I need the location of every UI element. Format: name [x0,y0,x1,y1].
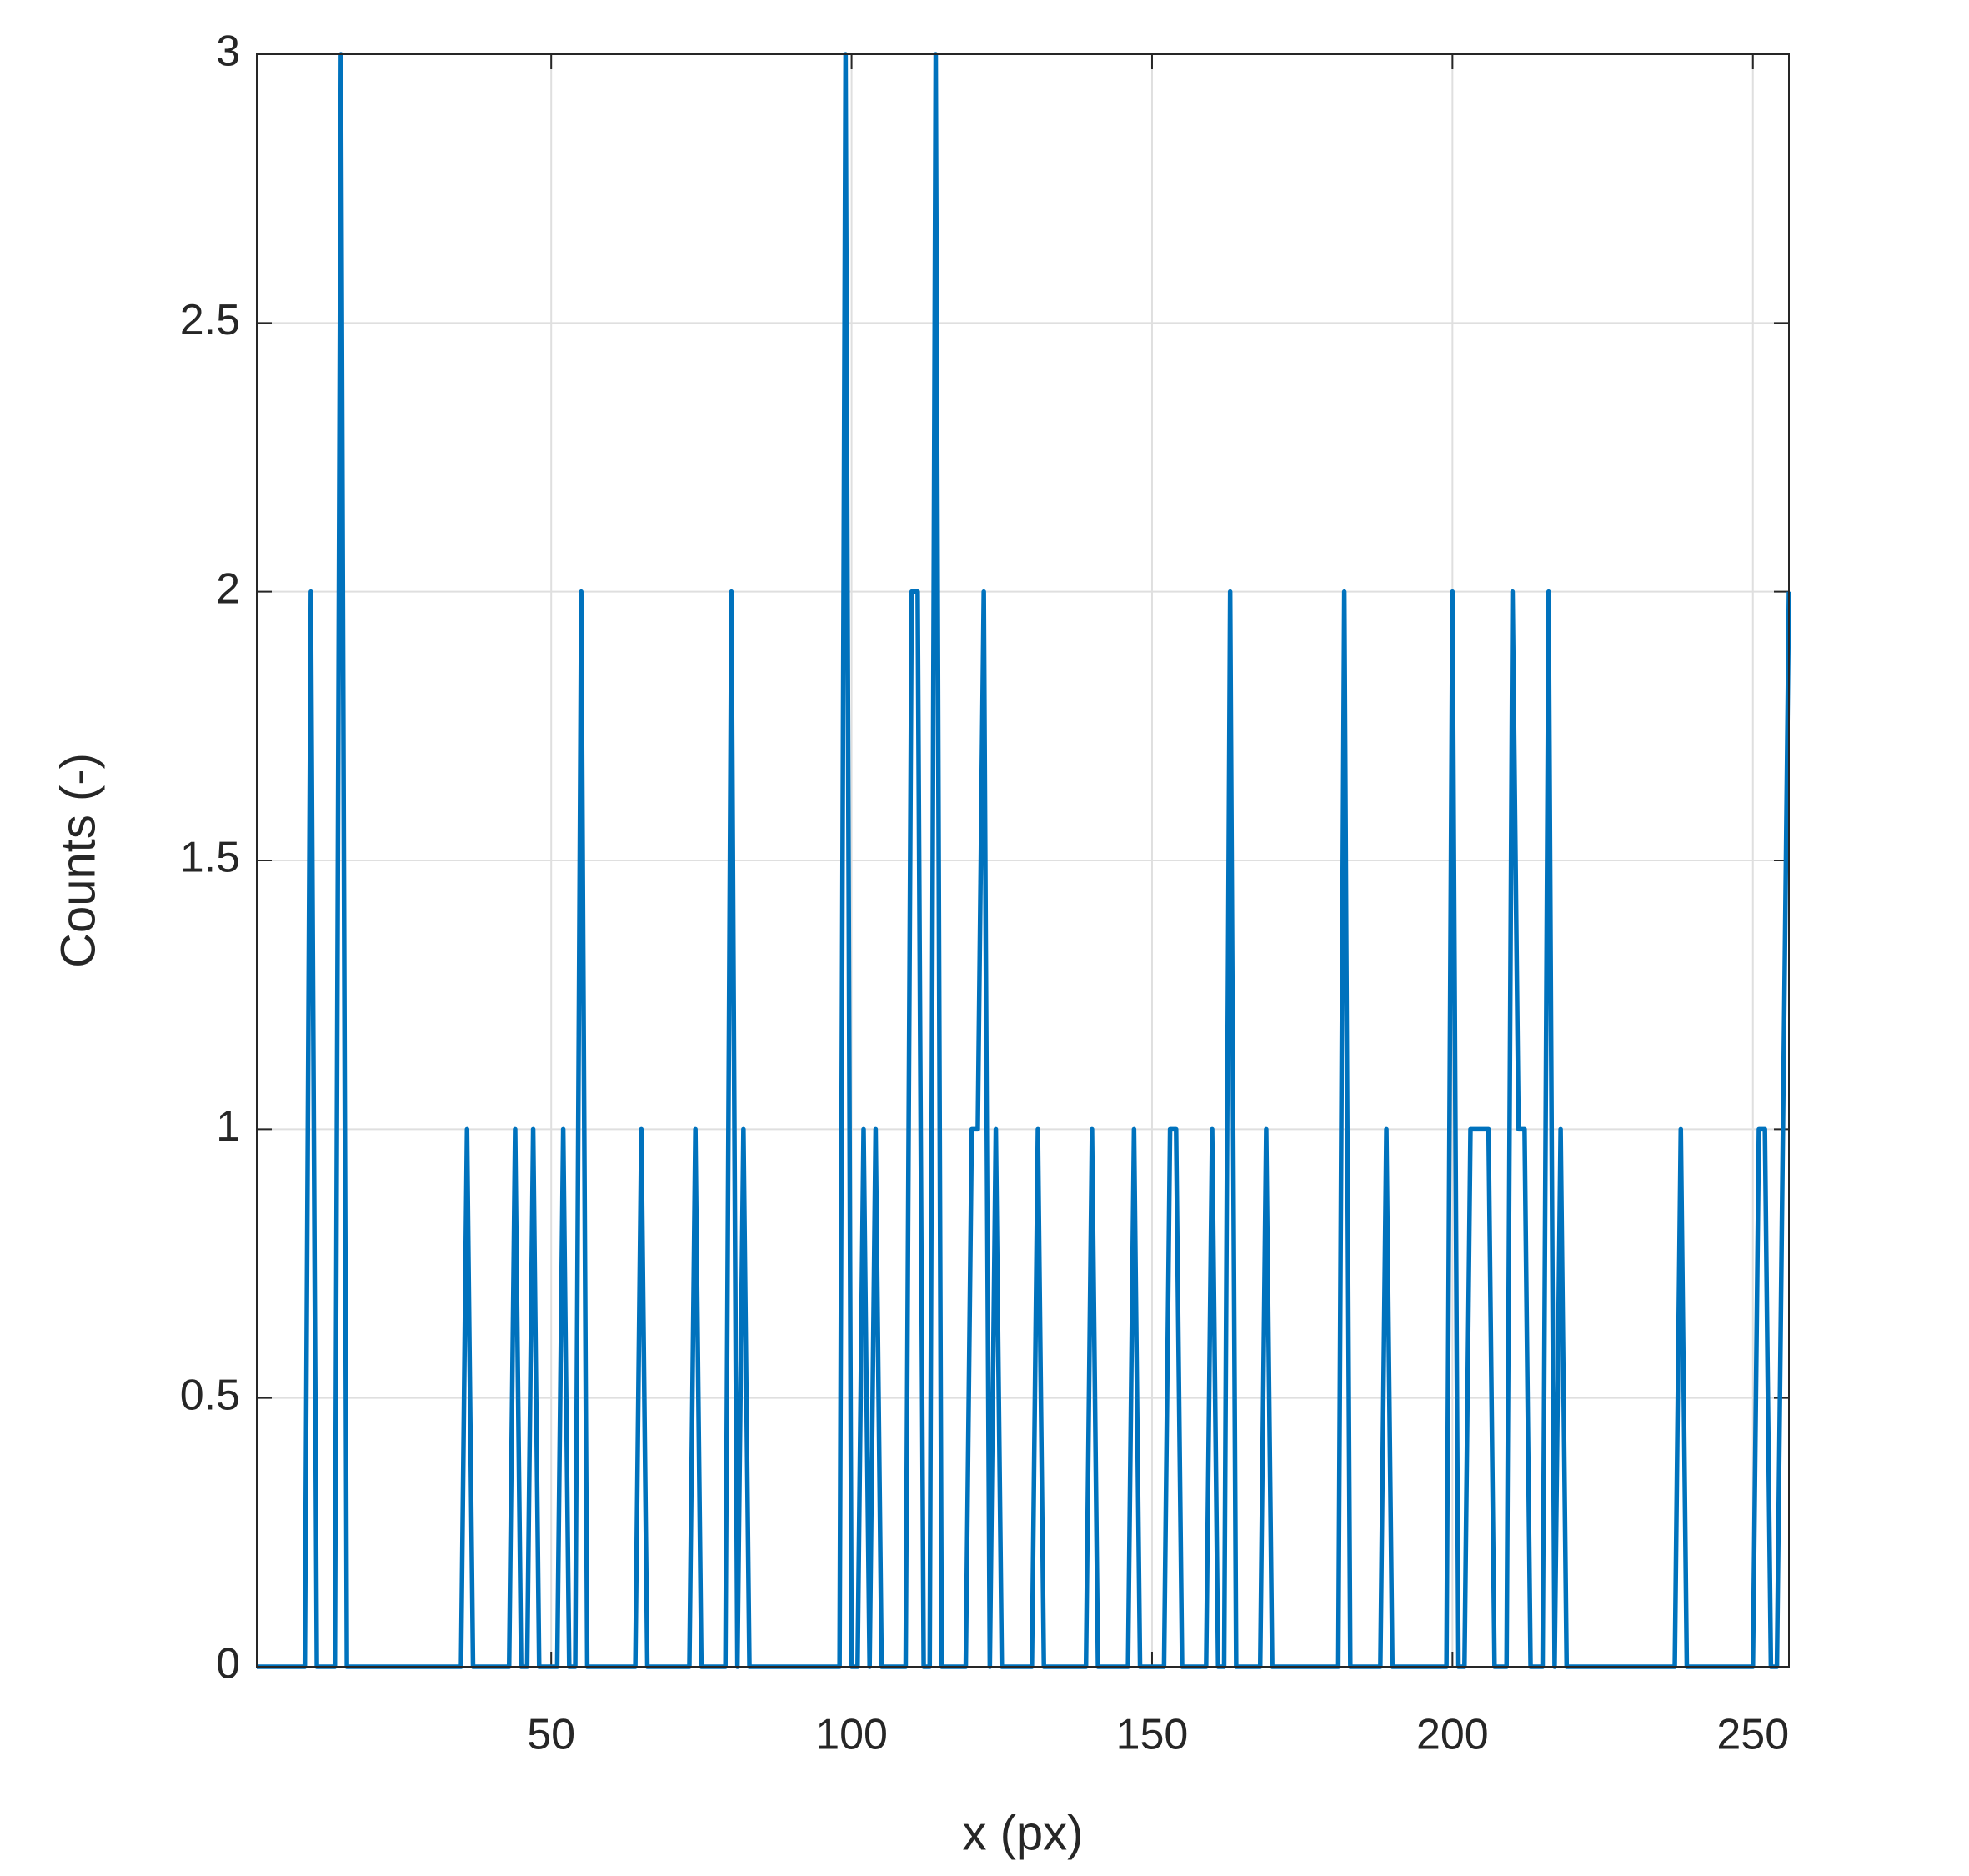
y-tick-label: 2 [216,564,240,613]
y-tick-label: 1.5 [180,834,240,882]
y-tick-label: 0.5 [180,1371,240,1419]
y-tick-label: 0 [216,1640,240,1688]
x-tick-label: 200 [1416,1711,1489,1759]
axes-box [256,53,1790,1668]
y-axis-label: Counts (-) [51,753,105,968]
x-tick-label: 50 [527,1711,575,1759]
y-tick-label: 2.5 [180,296,240,344]
y-tick-label: 3 [216,28,240,76]
x-axis-label: x (px) [963,1806,1084,1860]
y-tick-label: 1 [216,1102,240,1151]
x-tick-label: 150 [1116,1711,1189,1759]
x-tick-label: 250 [1716,1711,1789,1759]
x-tick-label: 100 [815,1711,888,1759]
